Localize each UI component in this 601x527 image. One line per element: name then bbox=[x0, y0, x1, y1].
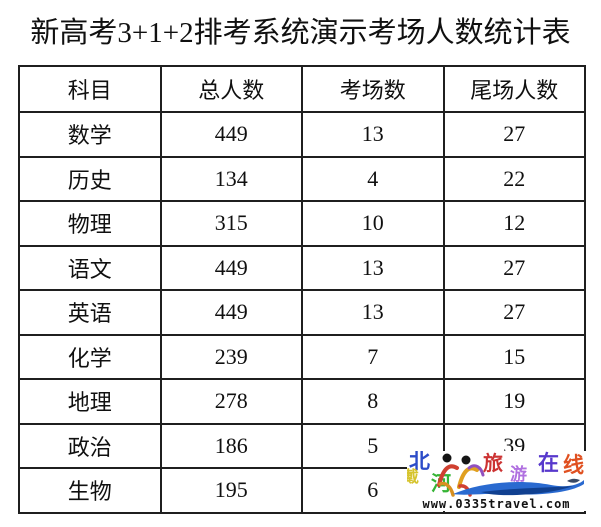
col-header-last-session: 尾场人数 bbox=[442, 65, 586, 113]
table-row: 数学 449 13 27 bbox=[18, 111, 586, 158]
rooms-cell: 8 bbox=[301, 378, 445, 425]
subject-cell: 语文 bbox=[18, 244, 162, 291]
subject-cell: 化学 bbox=[18, 333, 162, 380]
table-row: 英语 449 13 27 bbox=[18, 289, 586, 336]
rooms-cell: 13 bbox=[301, 111, 445, 158]
last-session-cell: 22 bbox=[442, 155, 586, 202]
col-header-rooms: 考场数 bbox=[301, 65, 445, 113]
watermark-char-bei: 北 bbox=[409, 451, 430, 473]
rooms-cell: 13 bbox=[301, 289, 445, 336]
total-cell: 195 bbox=[159, 467, 303, 514]
watermark-char-lv: 旅 bbox=[483, 453, 503, 475]
subject-cell: 英语 bbox=[18, 289, 162, 336]
watermark-char-dai: 戴 bbox=[407, 469, 420, 486]
col-header-subject: 科目 bbox=[18, 65, 162, 113]
watermark-logo: 北 戴 河 旅 游 在 线 www.0335travel.com bbox=[407, 451, 586, 511]
subject-cell: 物理 bbox=[18, 200, 162, 247]
total-cell: 315 bbox=[159, 200, 303, 247]
total-cell: 239 bbox=[159, 333, 303, 380]
table-row: 语文 449 13 27 bbox=[18, 244, 586, 291]
rooms-cell: 10 bbox=[301, 200, 445, 247]
rooms-cell: 4 bbox=[301, 155, 445, 202]
last-session-cell: 27 bbox=[442, 289, 586, 336]
total-cell: 449 bbox=[159, 289, 303, 336]
wave-icon bbox=[453, 478, 584, 496]
table-row: 政治 186 5 39 bbox=[18, 422, 586, 469]
page-title: 新高考3+1+2排考系统演示考场人数统计表 bbox=[30, 17, 571, 49]
watermark-char-you: 游 bbox=[510, 465, 527, 484]
total-cell: 186 bbox=[159, 422, 303, 469]
last-session-cell: 27 bbox=[442, 111, 586, 158]
total-cell: 449 bbox=[159, 111, 303, 158]
total-cell: 134 bbox=[159, 155, 303, 202]
subject-cell: 政治 bbox=[18, 422, 162, 469]
watermark-url: www.0335travel.com bbox=[422, 497, 571, 511]
table-row: 物理 315 10 12 bbox=[18, 200, 586, 247]
watermark-char-xian: 线 bbox=[563, 454, 584, 477]
table-row: 地理 278 8 19 bbox=[18, 378, 586, 425]
total-cell: 449 bbox=[159, 244, 303, 291]
table-row: 历史 134 4 22 bbox=[18, 155, 586, 202]
col-header-total: 总人数 bbox=[159, 65, 303, 113]
last-session-cell: 27 bbox=[442, 244, 586, 291]
last-session-cell: 12 bbox=[442, 200, 586, 247]
last-session-cell: 19 bbox=[442, 378, 586, 425]
subject-cell: 地理 bbox=[18, 378, 162, 425]
rooms-cell: 7 bbox=[301, 333, 445, 380]
stats-table: 科目 总人数 考场数 尾场人数 数学 449 13 27 历史 134 4 22… bbox=[18, 65, 586, 514]
watermark-char-zai: 在 bbox=[538, 452, 559, 475]
subject-cell: 历史 bbox=[18, 155, 162, 202]
subject-cell: 生物 bbox=[18, 467, 162, 514]
last-session-cell: 15 bbox=[442, 333, 586, 380]
rooms-cell: 13 bbox=[301, 244, 445, 291]
total-cell: 278 bbox=[159, 378, 303, 425]
table-row: 化学 239 7 15 bbox=[18, 333, 586, 380]
subject-cell: 数学 bbox=[18, 111, 162, 158]
header-row: 科目 总人数 考场数 尾场人数 bbox=[18, 65, 586, 113]
